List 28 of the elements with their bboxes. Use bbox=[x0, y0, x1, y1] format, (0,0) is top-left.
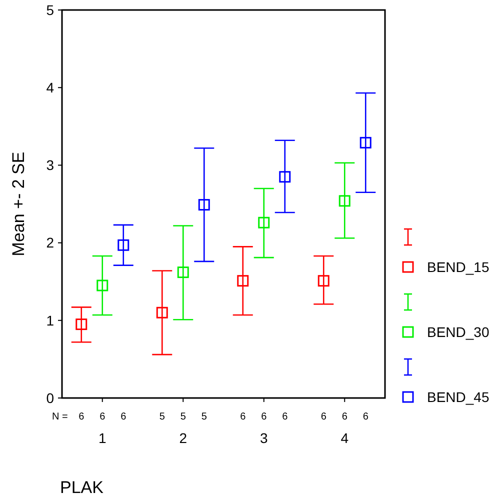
y-tick-label: 2 bbox=[46, 234, 54, 251]
text: N = bbox=[52, 412, 68, 422]
text: 6 bbox=[261, 412, 268, 422]
y-axis-title: Mean +- 2 SE bbox=[9, 152, 28, 256]
text: 5 bbox=[180, 412, 186, 422]
y-tick-label: 1 bbox=[46, 312, 54, 328]
y-tick-label: 3 bbox=[46, 157, 54, 174]
x-axis-title: PLAK bbox=[60, 478, 104, 497]
y-tick-label: 5 bbox=[46, 2, 54, 18]
text: 6 bbox=[362, 412, 369, 422]
x-tick-label: 3 bbox=[260, 430, 268, 446]
text: 6 bbox=[100, 412, 106, 422]
text: 6 bbox=[320, 412, 327, 422]
y-tick-label: 0 bbox=[46, 390, 54, 406]
text: 6 bbox=[78, 412, 85, 422]
text: 6 bbox=[282, 412, 288, 422]
text: 6 bbox=[342, 412, 348, 422]
text: 6 bbox=[120, 412, 127, 422]
text: 5 bbox=[159, 412, 166, 422]
legend-label: BEND_30 bbox=[427, 324, 490, 340]
text: 6 bbox=[240, 412, 246, 422]
x-tick-label: 1 bbox=[98, 430, 106, 446]
legend-label: BEND_15 bbox=[427, 258, 490, 275]
x-tick-label: 2 bbox=[179, 430, 188, 446]
legend-label: BEND_45 bbox=[427, 388, 490, 405]
x-tick-label: 4 bbox=[340, 430, 349, 446]
text: 5 bbox=[201, 412, 208, 422]
y-tick-label: 4 bbox=[46, 80, 54, 96]
